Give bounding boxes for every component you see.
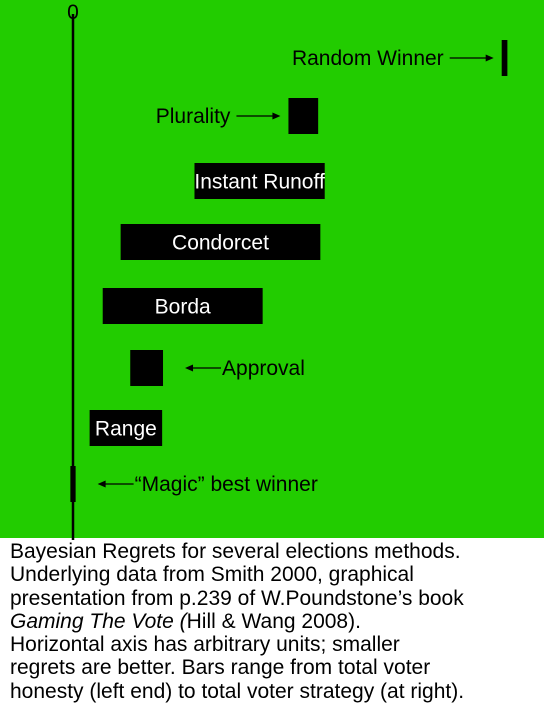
bar-label-6: Range — [95, 418, 157, 441]
caption-line: presentation from p.239 of W.Poundstone’… — [10, 586, 464, 610]
bar-5 — [130, 350, 164, 386]
bar-4 — [102, 288, 263, 324]
book-title: Gaming The Vote ( — [10, 609, 187, 633]
bar-label-4: Borda — [155, 296, 211, 319]
caption-line: honesty (left end) to total voter strate… — [10, 679, 465, 703]
bars-layer: Random Winner Plurality Instant Runoff Cond… — [70, 40, 508, 502]
chart-caption: Bayesian Regrets for several elections m… — [10, 540, 550, 703]
bar-label-2: Instant Runoff — [194, 171, 325, 194]
bar-3 — [120, 224, 321, 260]
bar-label-5: Approval — [222, 357, 305, 380]
bar-label-3: Condorcet — [172, 232, 269, 255]
arrow-head-0 — [485, 54, 494, 62]
bar-2 — [194, 163, 325, 199]
bar-label-7: “Magic” best winner — [135, 473, 318, 496]
plot-background — [0, 0, 544, 538]
caption-line: Underlying data from Smith 2000, graphic… — [10, 563, 414, 587]
bar-1 — [288, 98, 319, 134]
publisher: Hill & Wang 2008). — [186, 609, 361, 633]
bayesian-regret-chart: 0 Random Winner Plurality Instant Runoff Co… — [0, 0, 544, 540]
bar-label-1: Plurality — [156, 105, 231, 128]
caption-line: Horizontal axis has arbitrary units; sma… — [10, 633, 400, 657]
caption-line: Bayesian Regrets for several elections m… — [10, 540, 461, 563]
bar-label-0: Random Winner — [292, 47, 444, 70]
arrow-head-7 — [97, 480, 106, 488]
chart: 0 Random Winner Plurality Instant Runoff Co… — [0, 0, 544, 540]
bar-0 — [501, 40, 508, 76]
arrow-head-5 — [185, 364, 194, 372]
bar-7 — [70, 466, 76, 502]
bar-6 — [89, 410, 163, 446]
caption-line: regrets are better. Bars range from tota… — [10, 656, 431, 680]
arrow-head-1 — [272, 112, 281, 120]
zero-tick-label: 0 — [67, 1, 79, 24]
caption-line: Gaming The Vote (Hill & Wang 2008). — [10, 610, 550, 633]
